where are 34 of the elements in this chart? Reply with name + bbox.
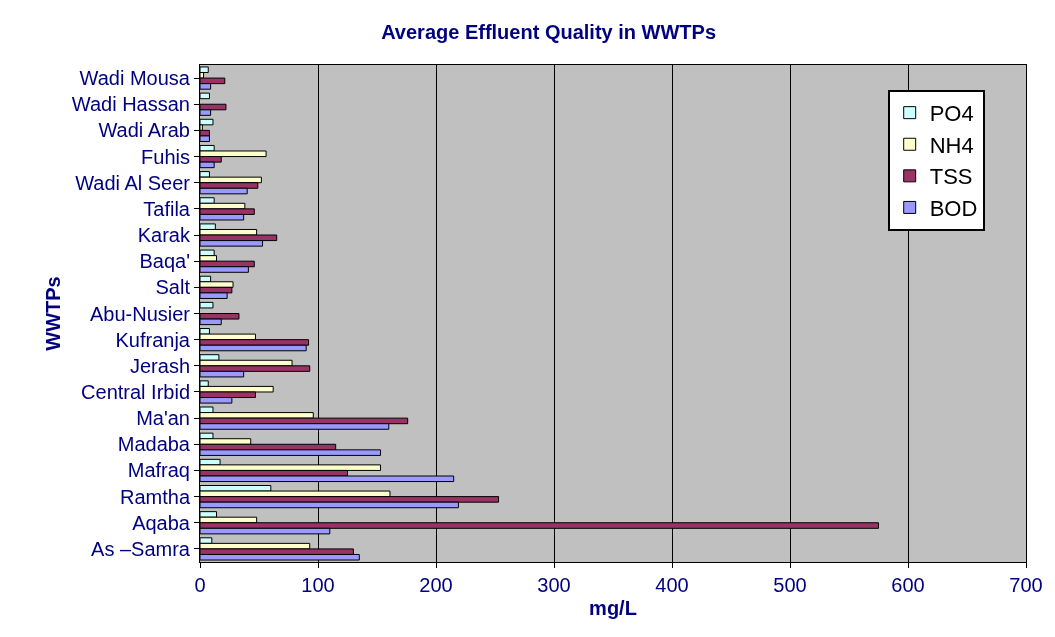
legend-label: PO4 xyxy=(929,101,974,127)
y-tick-label: Wadi Arab xyxy=(98,119,190,142)
x-tick-label: 700 xyxy=(1009,574,1043,596)
y-tick-label: Central Irbid xyxy=(81,380,190,403)
x-tick-label: 100 xyxy=(301,574,335,596)
chart-title: Average Effluent Quality in WWTPs xyxy=(381,21,717,44)
y-tick-label: Fuhis xyxy=(141,145,190,168)
y-tick-label: Wadi Hassan xyxy=(71,93,190,116)
y-tick-label: As –Samra xyxy=(91,537,191,560)
y-axis-title: WWTPs xyxy=(42,276,65,351)
x-tick-label: 500 xyxy=(773,574,807,596)
legend-label: TSS xyxy=(929,164,973,190)
x-axis-title: mg/L xyxy=(589,596,637,619)
x-tick-label: 200 xyxy=(419,574,453,596)
y-tick-label: Jerash xyxy=(129,354,190,377)
y-tick-label: Salt xyxy=(155,276,191,299)
legend-label: BOD xyxy=(929,196,978,222)
y-tick-label: Ramtha xyxy=(119,485,191,508)
y-tick-label: Aqaba xyxy=(132,511,191,534)
y-tick-label: Tafila xyxy=(143,197,191,220)
x-tick-label: 0 xyxy=(194,574,206,596)
y-tick-label: Madaba xyxy=(117,433,191,456)
y-tick-label: Abu-Nusier xyxy=(89,302,191,325)
x-tick-label: 600 xyxy=(891,574,925,596)
x-tick-label: 300 xyxy=(537,574,571,596)
y-tick-label: Baqa' xyxy=(139,250,190,273)
x-tick-label: 400 xyxy=(655,574,689,596)
y-tick-label: Mafraq xyxy=(127,459,190,482)
y-tick-label: Karak xyxy=(137,224,191,247)
y-tick-label: Ma'an xyxy=(136,407,190,430)
legend-label: NH4 xyxy=(929,132,974,158)
y-tick-label: Kufranja xyxy=(115,328,191,351)
y-tick-label: Wadi Al Seer xyxy=(75,171,191,194)
y-tick-label: Wadi Mousa xyxy=(79,67,191,90)
